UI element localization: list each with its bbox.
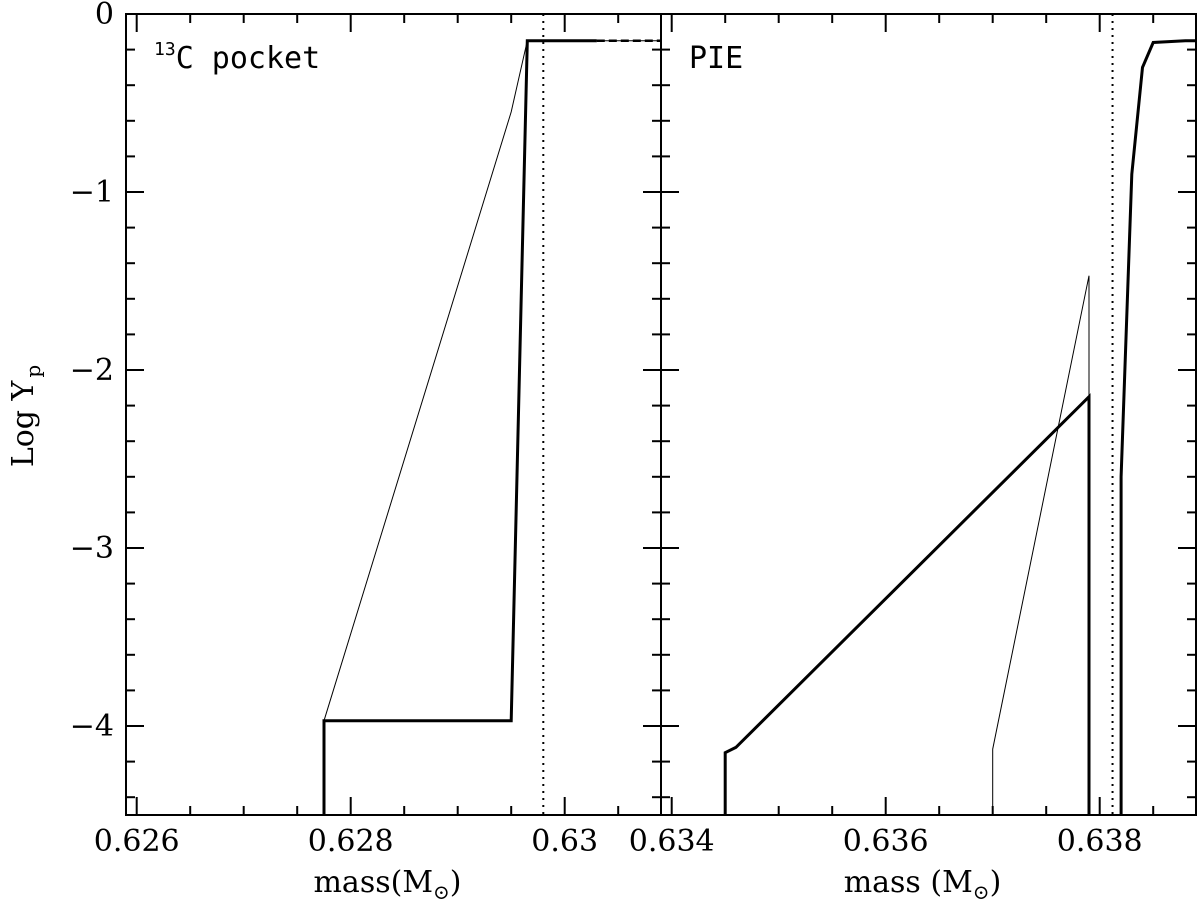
panel-2-series-line-2 <box>723 393 1091 815</box>
frames-layer <box>125 13 1197 816</box>
panel-1-frame <box>125 13 662 816</box>
panel-1-y-axis-label-subscript: p <box>21 365 45 378</box>
panel-2-series-line-1 <box>992 275 1090 815</box>
panel-1-x-axis-label-text: mass(M <box>313 865 433 900</box>
panel-2-sun-symbol-icon: ⊙ <box>973 880 990 902</box>
panel-1-y-tick-label: 0 <box>95 0 114 32</box>
panel-1-panel-label: 13C pocket <box>154 39 320 76</box>
panel-1-y-tick-label: −4 <box>70 709 114 744</box>
panel-1-sun-symbol-icon: ⊙ <box>433 880 450 902</box>
panel-1-x-tick-label: 0.628 <box>308 824 394 859</box>
data-layer <box>322 14 1196 815</box>
panel-1-x-axis-label-suffix: ) <box>450 865 462 900</box>
panel-2-x-tick-label: 0.634 <box>629 824 715 859</box>
panel-2-series-line-3 <box>1119 39 1196 815</box>
panel-2-x-tick-label: 0.636 <box>843 824 929 859</box>
panel-2-frame <box>660 13 1197 816</box>
panel-2-x-axis-label-suffix: ) <box>990 865 1002 900</box>
panel-1-x-tick-label: 0.626 <box>94 824 180 859</box>
panel-2-panel-label: PIE <box>689 41 743 76</box>
panel-1-series-line-2 <box>322 39 597 815</box>
panel-2-x-axis-label-text: mass (M <box>844 865 973 900</box>
panel-1-x-axis-label: mass(M⊙) <box>313 865 461 902</box>
panel-1-x-tick-label: 0.63 <box>531 824 598 859</box>
panel-1-panel-label-text: C pocket <box>176 41 321 76</box>
panel-1-y-tick-label: −1 <box>70 175 114 210</box>
panel-1-y-tick-label: −3 <box>70 531 114 566</box>
panel-1-y-axis-label-text: Log Y <box>6 379 41 467</box>
panel-2-x-tick-label: 0.638 <box>1057 824 1143 859</box>
panel-1-y-tick-label: −2 <box>70 353 114 388</box>
panel-1-y-axis-label: Log Yp <box>6 365 45 467</box>
panel-1-series-line-1 <box>323 40 661 721</box>
panel-1-panel-label-superscript: 13 <box>154 39 176 60</box>
panel-2-x-axis-label: mass (M⊙) <box>844 865 1002 902</box>
